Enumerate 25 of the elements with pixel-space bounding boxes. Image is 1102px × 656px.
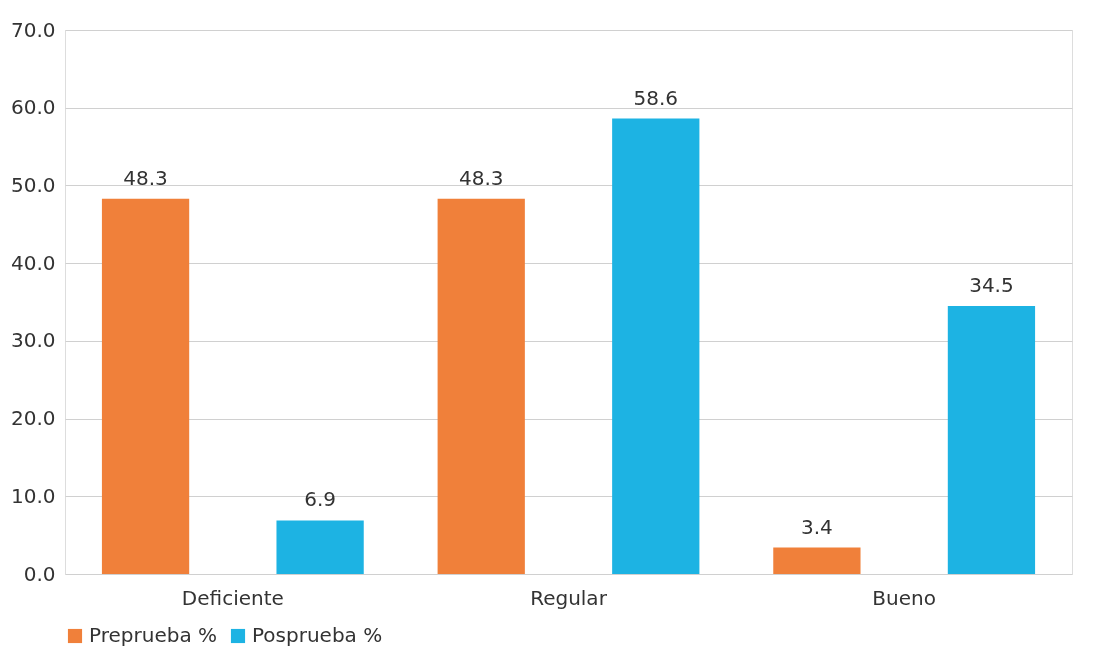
bar xyxy=(101,198,190,574)
bar xyxy=(947,305,1036,574)
data-label: 34.5 xyxy=(969,272,1014,297)
y-tick-label: 70.0 xyxy=(10,17,56,42)
legend-label: Posprueba % xyxy=(252,623,383,647)
x-tick-label: Bueno xyxy=(872,585,936,610)
data-label: 3.4 xyxy=(800,514,833,539)
data-label: 6.9 xyxy=(304,487,337,512)
y-tick-label: 20.0 xyxy=(10,406,56,431)
y-tick-label: 40.0 xyxy=(10,250,56,275)
y-tick-label: 50.0 xyxy=(10,172,56,197)
y-tick-label: 10.0 xyxy=(10,483,56,508)
bar xyxy=(612,118,700,574)
x-tick-label: Regular xyxy=(530,585,608,610)
data-label: 48.3 xyxy=(123,165,168,190)
y-tick-label: 60.0 xyxy=(10,95,56,120)
bar xyxy=(773,547,861,574)
x-tick-label: Deficiente xyxy=(181,585,284,610)
data-label: 58.6 xyxy=(633,85,679,110)
y-tick-label: 0.0 xyxy=(23,561,56,586)
bar xyxy=(276,520,364,574)
legend-label: Preprueba % xyxy=(89,623,218,647)
y-tick-label: 30.0 xyxy=(10,328,56,353)
data-label: 48.3 xyxy=(458,165,504,190)
bar xyxy=(437,198,525,574)
